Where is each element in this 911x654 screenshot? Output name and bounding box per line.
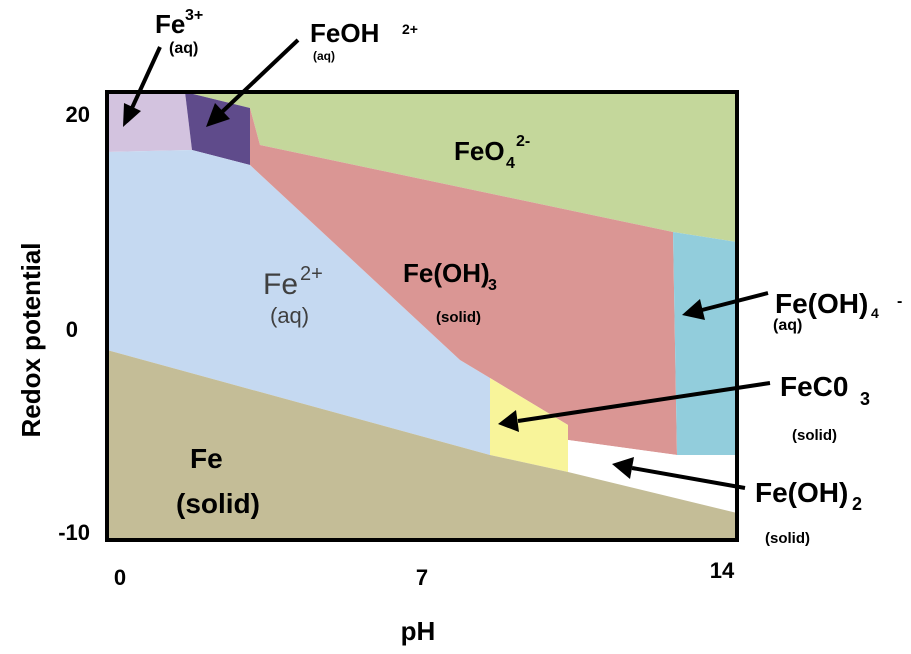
svg-text:Fe: Fe [190, 443, 223, 474]
svg-text:(aq): (aq) [169, 40, 198, 57]
label-feco3-solid: FeC0 3 (solid) [780, 371, 870, 444]
svg-text:FeOH: FeOH [310, 18, 379, 48]
label-feoh3-solid: Fe(OH) 3 (solid) [403, 258, 497, 326]
svg-text:3: 3 [488, 277, 497, 294]
region-feoh2-aq [185, 92, 250, 165]
svg-text:2-: 2- [516, 133, 530, 150]
arrow-fe3 [123, 46, 162, 127]
arrow-feoh2 [206, 38, 300, 127]
arrow-feoh2-solid [612, 457, 746, 490]
label-feoh2-aq: FeOH 2+ (aq) [310, 18, 418, 63]
region-feco3-solid [490, 378, 568, 472]
x-axis-title: pH [401, 616, 436, 646]
svg-text:Fe: Fe [263, 268, 298, 301]
region-feoh2-solid [568, 440, 737, 513]
region-feo4 [107, 92, 737, 242]
y-tick-minus10: -10 [58, 520, 90, 545]
arrows [123, 38, 771, 490]
label-fe3-aq: Fe 3+ (aq) [155, 7, 203, 57]
svg-text:3: 3 [860, 389, 870, 409]
svg-text:4: 4 [871, 305, 879, 321]
label-feo4: FeO 4 2- [454, 133, 530, 172]
region-feoh4-aq [673, 232, 737, 455]
svg-text:(solid): (solid) [176, 488, 260, 519]
label-feoh2-solid: Fe(OH) 2 (solid) [755, 477, 862, 547]
svg-text:2: 2 [852, 494, 862, 514]
svg-text:2+: 2+ [402, 21, 418, 37]
region-feoh3-solid [250, 108, 677, 455]
x-tick-14: 14 [710, 558, 735, 583]
region-fe3-aq [107, 92, 192, 152]
plot-border [105, 90, 739, 542]
x-tick-0: 0 [114, 565, 126, 590]
svg-text:(solid): (solid) [792, 427, 837, 444]
svg-text:(aq): (aq) [270, 303, 309, 328]
y-axis-title: Redox potential [16, 242, 46, 437]
svg-text:Fe(OH): Fe(OH) [775, 288, 868, 319]
svg-text:3+: 3+ [185, 7, 203, 24]
region-fe-solid [107, 350, 737, 540]
svg-text:FeC0: FeC0 [780, 371, 848, 402]
svg-text:Fe: Fe [155, 9, 185, 39]
svg-text:Fe(OH): Fe(OH) [755, 477, 848, 508]
label-fe2-aq: Fe 2+ (aq) [263, 263, 323, 328]
svg-text:(aq): (aq) [313, 49, 335, 63]
arrow-feco3 [498, 381, 771, 432]
svg-text:FeO: FeO [454, 136, 505, 166]
svg-text:2+: 2+ [300, 263, 323, 285]
arrow-feoh4 [682, 291, 769, 320]
svg-text:-: - [897, 293, 902, 310]
label-fe-solid: Fe (solid) [176, 443, 260, 519]
svg-text:(solid): (solid) [436, 309, 481, 326]
svg-text:(aq): (aq) [773, 317, 802, 334]
x-tick-7: 7 [416, 565, 428, 590]
svg-text:Fe(OH): Fe(OH) [403, 258, 490, 288]
y-tick-0: 0 [66, 317, 78, 342]
label-feoh4-aq: Fe(OH) 4 - (aq) [773, 288, 902, 334]
region-fe2-aq [107, 150, 490, 455]
svg-text:4: 4 [506, 155, 515, 172]
y-tick-20: 20 [66, 102, 90, 127]
svg-text:(solid): (solid) [765, 530, 810, 547]
